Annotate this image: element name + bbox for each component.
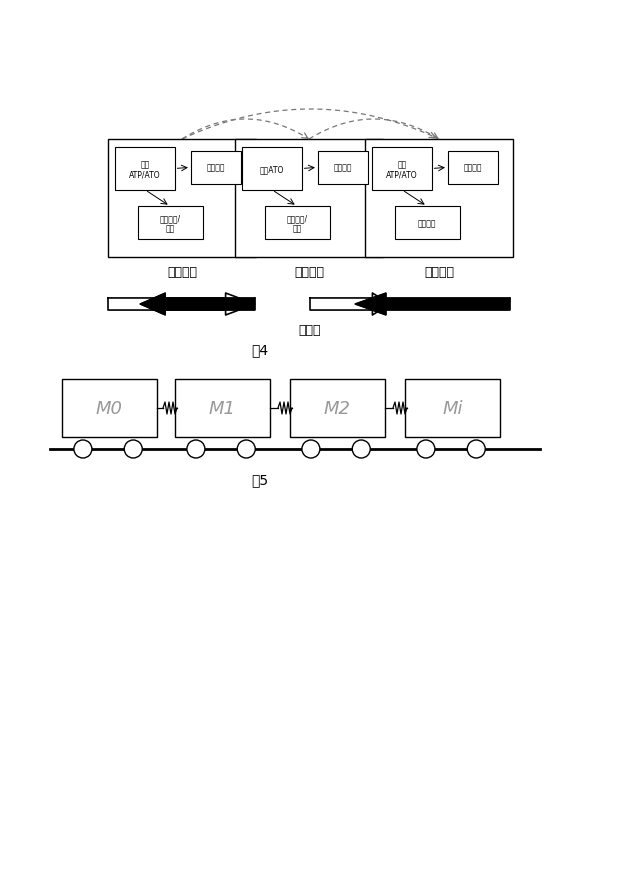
Polygon shape — [108, 294, 255, 316]
Circle shape — [302, 440, 320, 459]
Bar — [265, 207, 330, 240]
Circle shape — [237, 440, 255, 459]
Text: 制动: 制动 — [292, 224, 302, 233]
Text: 车尾机车: 车尾机车 — [424, 265, 454, 278]
Circle shape — [124, 440, 142, 459]
Text: ATP/ATO: ATP/ATO — [386, 170, 418, 179]
Text: ATP/ATO: ATP/ATO — [129, 170, 161, 179]
Text: M1: M1 — [209, 400, 236, 417]
Polygon shape — [140, 294, 255, 316]
Circle shape — [187, 440, 205, 459]
Bar — [394, 207, 460, 240]
Bar — [175, 380, 270, 438]
Text: M2: M2 — [324, 400, 351, 417]
Bar — [290, 380, 385, 438]
Text: 图4: 图4 — [252, 343, 268, 357]
Bar — [373, 148, 432, 190]
Circle shape — [417, 440, 435, 459]
Bar — [116, 148, 175, 190]
Polygon shape — [355, 294, 510, 316]
Bar — [365, 139, 513, 258]
Text: 中间机车: 中间机车 — [294, 265, 324, 278]
Circle shape — [352, 440, 370, 459]
Circle shape — [74, 440, 92, 459]
Bar — [448, 152, 498, 185]
Bar — [62, 380, 157, 438]
Text: Mi: Mi — [442, 400, 463, 417]
Bar — [318, 152, 368, 185]
Text: 车头机车: 车头机车 — [167, 265, 197, 278]
Bar — [108, 139, 256, 258]
Text: 图5: 图5 — [252, 473, 268, 487]
Circle shape — [467, 440, 485, 459]
Text: 无线单元: 无线单元 — [464, 164, 483, 173]
Text: 无线单元: 无线单元 — [207, 164, 225, 173]
Text: 无线单元: 无线单元 — [334, 164, 352, 173]
Text: 列控牵引/: 列控牵引/ — [287, 214, 308, 223]
Text: M0: M0 — [96, 400, 123, 417]
Text: 制动波: 制动波 — [299, 323, 321, 336]
Text: 主控: 主控 — [140, 160, 150, 168]
Bar — [191, 152, 241, 185]
Bar — [405, 380, 500, 438]
Text: 列控牵引/: 列控牵引/ — [160, 214, 181, 223]
Text: 牵引制动: 牵引制动 — [418, 219, 437, 228]
Polygon shape — [310, 294, 390, 316]
Text: 制动: 制动 — [166, 224, 175, 233]
Bar — [242, 148, 302, 190]
Bar — [138, 207, 202, 240]
Bar — [235, 139, 383, 258]
Text: 从控ATO: 从控ATO — [260, 165, 284, 174]
Text: 从控: 从控 — [397, 160, 407, 168]
